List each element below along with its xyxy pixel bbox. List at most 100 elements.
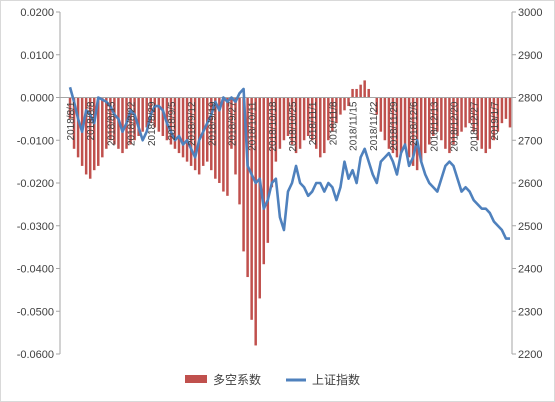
bar-mark: [177, 97, 181, 154]
bar-mark: [496, 97, 500, 132]
bar-mark: [193, 97, 197, 171]
left-tick-label: 0.0000: [20, 93, 54, 105]
bar-mark: [359, 84, 362, 98]
bar-mark: [161, 97, 165, 136]
bar-mark: [68, 97, 72, 119]
x-tick-label: 2018/8/29: [147, 101, 158, 146]
left-tick-label: -0.0400: [17, 264, 54, 276]
right-tick-label: 2500: [518, 221, 542, 233]
bar-mark: [278, 97, 282, 149]
bar-mark: [436, 97, 439, 132]
bar-mark: [189, 97, 193, 166]
bar-mark: [452, 97, 455, 145]
bar-mark: [375, 97, 379, 115]
right-tick-label: 2600: [518, 178, 542, 190]
x-tick-label: 2018/8/15: [106, 101, 117, 146]
bar-mark: [468, 97, 471, 124]
left-axis-ticks: 0.0200 0.0100 0.0000 -0.0100 -0.0200 -0.0300 -…: [17, 7, 60, 361]
x-tick-label: 2018/9/27: [227, 101, 238, 146]
line-series-group: [68, 86, 510, 240]
bar-mark: [488, 97, 492, 149]
bar-mark: [153, 97, 157, 128]
bar-mark: [250, 97, 253, 320]
bar-mark: [504, 97, 508, 119]
legend-label-line: 上证指数: [312, 372, 360, 387]
bar-mark: [234, 97, 237, 175]
bar-mark: [294, 97, 298, 154]
x-tick-label: 2018/10/18: [268, 101, 279, 151]
bar-mark: [508, 97, 512, 128]
left-tick-label: -0.0600: [17, 349, 54, 361]
bar-mark: [145, 97, 148, 128]
bar-mark: [399, 97, 403, 154]
bar-mark: [323, 97, 326, 154]
bar-mark: [282, 97, 286, 141]
bar-mark: [76, 97, 80, 158]
x-tick-label: 2018/12/6: [409, 101, 420, 146]
bar-mark: [444, 97, 447, 149]
bar-mark: [460, 97, 463, 132]
x-tick-label: 2018/9/12: [187, 101, 198, 146]
bar-mark: [327, 97, 330, 141]
line-series-path: [68, 86, 510, 240]
bar-mark: [109, 97, 112, 141]
bar-mark: [464, 97, 467, 128]
bar-mark: [105, 97, 108, 149]
right-tick-label: 2700: [518, 135, 542, 147]
bar-mark: [270, 97, 274, 188]
x-tick-label: 2018/8/8: [86, 101, 97, 140]
bar-mark: [242, 97, 245, 252]
x-tick-label: 2018/11/1: [308, 101, 319, 145]
bar-mark: [181, 97, 185, 158]
bar-mark: [246, 97, 249, 278]
bar-mark: [492, 97, 496, 141]
bar-mark: [238, 97, 241, 205]
bar-mark: [423, 97, 427, 154]
left-tick-label: 0.0100: [20, 50, 54, 62]
bar-mark: [335, 97, 338, 124]
bar-mark: [395, 97, 399, 158]
axes-group: [59, 12, 513, 354]
legend: 多空系数 上证指数: [185, 372, 360, 387]
bar-mark: [440, 97, 443, 141]
left-tick-label: -0.0100: [17, 135, 54, 147]
bar-mark: [113, 97, 116, 145]
left-tick-label: -0.0200: [17, 178, 54, 190]
bar-mark: [230, 97, 233, 149]
bar-mark: [310, 97, 314, 141]
x-tick-label: 2018/9/5: [167, 101, 178, 140]
bar-mark: [218, 97, 221, 183]
bar-mark: [169, 97, 173, 145]
bar-mark: [254, 97, 257, 346]
left-tick-label: 0.0200: [20, 7, 54, 19]
right-tick-label: 2800: [518, 93, 542, 105]
bar-mark: [266, 97, 270, 243]
left-tick-label: -0.0500: [17, 306, 54, 318]
bar-mark: [355, 88, 358, 98]
bar-mark: [331, 97, 334, 132]
bar-mark: [258, 97, 261, 299]
bar-mark: [448, 97, 451, 154]
bar-mark: [419, 97, 423, 162]
bar-mark: [314, 97, 318, 149]
bar-mark: [339, 97, 342, 115]
bar-mark: [432, 97, 435, 136]
bar-mark: [302, 97, 306, 141]
x-axis-ticks: 2018/8/1 2018/8/8 2018/8/15 2018/8/22 2018/8…: [66, 101, 501, 151]
right-tick-label: 2300: [518, 306, 542, 318]
bar-mark: [121, 97, 124, 154]
bar-mark: [101, 97, 104, 158]
bar-mark: [286, 97, 290, 136]
x-tick-label: 2018/12/27: [470, 101, 481, 151]
bar-mark: [290, 97, 294, 145]
bar-mark: [141, 97, 144, 132]
bar-mark: [262, 97, 266, 265]
bar-mark: [157, 97, 161, 132]
x-tick-label: 2018/9/19: [207, 101, 218, 146]
bar-mark: [472, 97, 475, 132]
bar-mark: [500, 97, 504, 124]
bar-mark: [387, 97, 391, 149]
bar-mark: [403, 97, 407, 149]
bar-mark: [137, 97, 140, 136]
